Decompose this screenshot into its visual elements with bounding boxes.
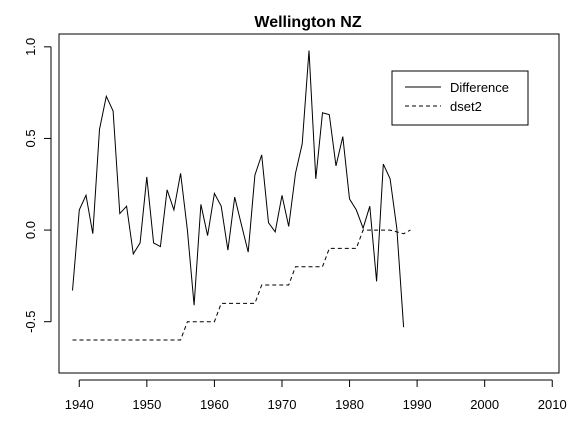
x-tick-label-1970: 1970 <box>268 397 297 412</box>
y-tick-label-2: 0.5 <box>23 129 38 147</box>
legend: Difference dset2 <box>391 70 529 126</box>
x-tick-label-1960: 1960 <box>200 397 229 412</box>
y-tick-label-3: 1.0 <box>23 38 38 56</box>
x-axis: 1940 1950 1960 1970 1980 1990 2000 2010 <box>65 379 567 412</box>
legend-box <box>391 70 529 126</box>
x-tick-label-1980: 1980 <box>335 397 364 412</box>
y-axis: -0.5 0.0 0.5 1.0 <box>23 38 52 333</box>
x-tick-label-1950: 1950 <box>132 397 161 412</box>
x-tick-label-2000: 2000 <box>470 397 499 412</box>
x-tick-label-1940: 1940 <box>65 397 94 412</box>
legend-label-difference: Difference <box>450 80 509 95</box>
y-tick-label-1: 0.0 <box>23 221 38 239</box>
x-tick-label-1990: 1990 <box>403 397 432 412</box>
series-line-dset2 <box>72 229 411 341</box>
x-tick-label-2010: 2010 <box>538 397 567 412</box>
series-layer <box>72 50 411 341</box>
plot-area-frame <box>58 33 560 374</box>
y-tick-label-0: -0.5 <box>23 310 38 332</box>
chart-title: Wellington NZ <box>254 14 361 31</box>
series-line-difference <box>72 50 405 328</box>
legend-label-dset2: dset2 <box>450 99 482 114</box>
